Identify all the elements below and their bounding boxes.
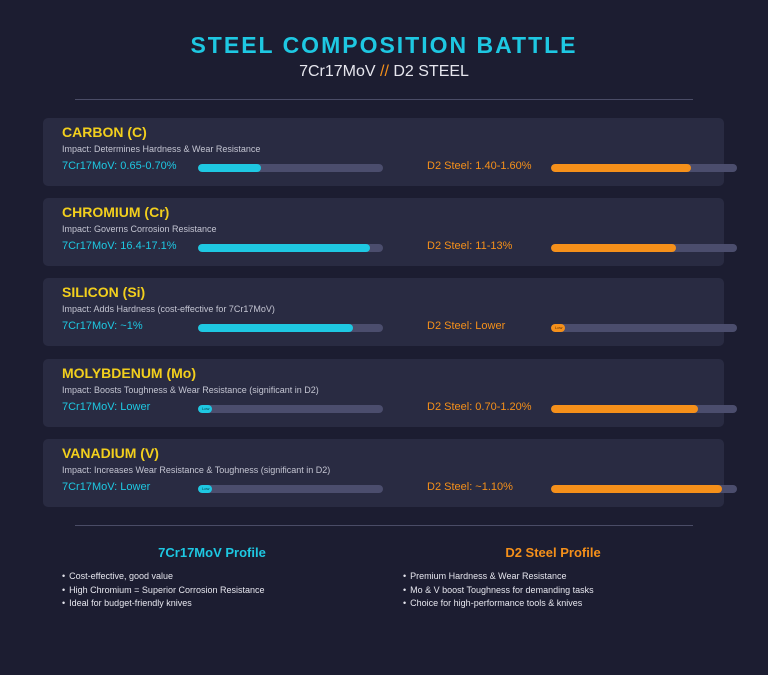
profile-title: 7Cr17MoV Profile — [158, 545, 266, 560]
steel-a-bar-track — [198, 244, 383, 252]
element-name: SILICON (Si) — [62, 284, 146, 300]
profile-point: Mo & V boost Toughness for demanding tas… — [403, 584, 733, 598]
steel-b-value-label: D2 Steel: 1.40-1.60% — [427, 160, 532, 172]
element-name: CARBON (C) — [62, 124, 147, 140]
element-name: MOLYBDENUM (Mo) — [62, 365, 197, 381]
steel-b-value-label: D2 Steel: 11-13% — [427, 240, 513, 252]
steel-b-bar: Low — [551, 324, 565, 332]
steel-b-bar — [551, 405, 698, 413]
steel-a-value-label: 7Cr17MoV: ~1% — [62, 320, 143, 332]
element-card: CARBON (C) Impact: Determines Hardness & … — [43, 118, 737, 186]
steel-a-bar — [198, 164, 261, 172]
steel-a-value-label: 7Cr17MoV: 0.65-0.70% — [62, 160, 177, 172]
steel-a-bar-track: Low — [198, 485, 383, 493]
steel-a-bar: Low — [198, 485, 212, 493]
low-tag: Low — [202, 406, 210, 411]
steel-a-bar — [198, 244, 371, 252]
steel-b-bar-track: Low — [551, 324, 737, 332]
top-divider — [75, 99, 693, 100]
profile-point: Cost-effective, good value — [62, 570, 392, 584]
subtitle-steel-a: 7Cr17MoV — [299, 63, 376, 80]
element-impact: Impact: Increases Wear Resistance & Toug… — [62, 465, 331, 475]
profile-title: D2 Steel Profile — [505, 545, 601, 560]
steel-b-value-label: D2 Steel: ~1.10% — [427, 481, 513, 493]
page-subtitle: 7Cr17MoV // D2 STEEL — [0, 63, 768, 81]
low-tag: Low — [202, 486, 210, 491]
steel-a-bar-track: Low — [198, 405, 383, 413]
steel-b-bar — [551, 485, 723, 493]
element-impact: Impact: Determines Hardness & Wear Resis… — [62, 144, 261, 154]
steel-b-bar-track — [551, 164, 737, 172]
low-tag: Low — [555, 325, 563, 330]
element-impact: Impact: Boosts Toughness & Wear Resistan… — [62, 385, 319, 395]
profile-point: High Chromium = Superior Corrosion Resis… — [62, 584, 392, 598]
element-name: CHROMIUM (Cr) — [62, 204, 170, 220]
steel-a-bar: Low — [198, 405, 212, 413]
steel-a-value-label: 7Cr17MoV: Lower — [62, 401, 151, 413]
element-name: VANADIUM (V) — [62, 445, 159, 461]
element-impact: Impact: Governs Corrosion Resistance — [62, 224, 217, 234]
steel-b-bar-track — [551, 485, 737, 493]
element-card: VANADIUM (V) Impact: Increases Wear Resis… — [43, 439, 737, 507]
element-card: CHROMIUM (Cr) Impact: Governs Corrosion R… — [43, 198, 737, 266]
element-card: MOLYBDENUM (Mo) Impact: Boosts Toughness … — [43, 359, 737, 427]
subtitle-separator: // — [380, 63, 389, 80]
profile-points: Cost-effective, good value High Chromium… — [62, 570, 392, 611]
steel-a-bar — [198, 324, 354, 332]
steel-b-value-label: D2 Steel: Lower — [427, 320, 506, 332]
steel-b-bar — [551, 164, 691, 172]
profile-points: Premium Hardness & Wear Resistance Mo & … — [403, 570, 733, 611]
page-title: STEEL COMPOSITION BATTLE — [190, 32, 578, 58]
bottom-divider — [75, 525, 693, 526]
steel-b-bar-track — [551, 244, 737, 252]
profile-point: Premium Hardness & Wear Resistance — [403, 570, 733, 584]
profile-7cr17mov: 7Cr17MoV Profile Cost-effective, good va… — [62, 545, 392, 611]
element-card: SILICON (Si) Impact: Adds Hardness (cost-… — [43, 278, 737, 346]
steel-a-value-label: 7Cr17MoV: Lower — [62, 481, 151, 493]
profile-point: Choice for high-performance tools & kniv… — [403, 597, 733, 611]
steel-a-bar-track — [198, 324, 383, 332]
steel-b-bar — [551, 244, 676, 252]
steel-a-value-label: 7Cr17MoV: 16.4-17.1% — [62, 240, 177, 252]
steel-b-bar-track — [551, 405, 737, 413]
element-impact: Impact: Adds Hardness (cost-effective fo… — [62, 304, 275, 314]
profile-d2-steel: D2 Steel Profile Premium Hardness & Wear… — [403, 545, 733, 611]
subtitle-steel-b: D2 STEEL — [393, 63, 469, 80]
steel-b-value-label: D2 Steel: 0.70-1.20% — [427, 401, 532, 413]
steel-a-bar-track — [198, 164, 383, 172]
profile-point: Ideal for budget-friendly knives — [62, 597, 392, 611]
